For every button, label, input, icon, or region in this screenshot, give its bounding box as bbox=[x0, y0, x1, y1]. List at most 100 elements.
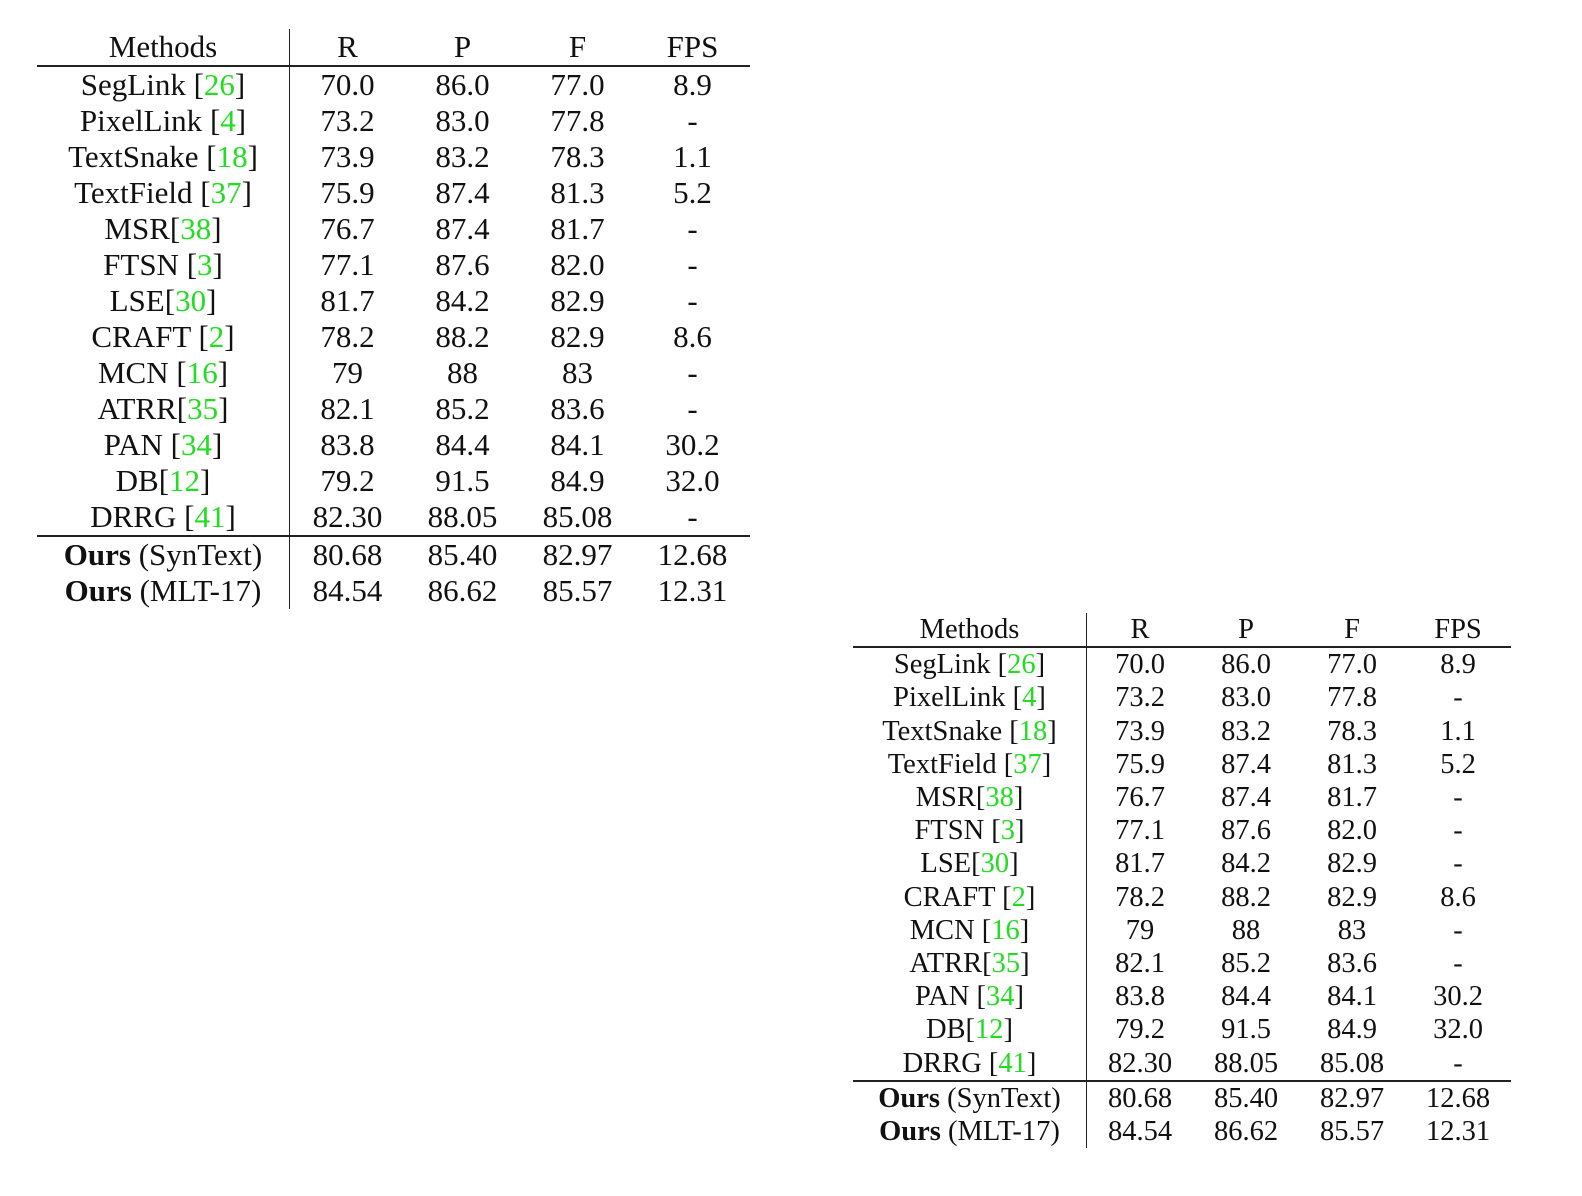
value-p: 87.4 bbox=[435, 211, 490, 246]
results-table-1: Methods R P F FPS SegLink [26] 70.0 86.0 77.0 8.9… bbox=[37, 29, 750, 609]
value-p: 84.2 bbox=[435, 283, 490, 318]
method-spacer bbox=[186, 67, 194, 102]
value-r: 77.1 bbox=[1115, 815, 1165, 847]
value-fps: - bbox=[1453, 782, 1463, 814]
value-f: 83 bbox=[1337, 914, 1367, 946]
citation-link[interactable]: 38 bbox=[985, 782, 1014, 814]
method-cell: DRRG [41] bbox=[37, 499, 290, 536]
value-r: 83.8 bbox=[1115, 981, 1165, 1013]
citation-link[interactable]: 16 bbox=[186, 355, 218, 390]
ref-close-bracket: ] bbox=[206, 283, 217, 318]
table-row: TextSnake [18] 73.9 83.2 78.3 1.1 bbox=[37, 139, 750, 175]
method-cell: MSR[38] bbox=[853, 781, 1087, 815]
value-r: 82.30 bbox=[1107, 1047, 1173, 1079]
citation-link[interactable]: 4 bbox=[1022, 682, 1037, 714]
value-f: 78.3 bbox=[550, 139, 605, 174]
value-r: 76.7 bbox=[1115, 782, 1165, 814]
value-fps: 5.2 bbox=[673, 175, 712, 210]
citation-link[interactable]: 30 bbox=[175, 283, 207, 318]
ref-close-bracket: ] bbox=[241, 175, 252, 210]
value-f: 77.0 bbox=[550, 67, 605, 102]
method-name: FTSN bbox=[914, 815, 985, 847]
method-name: MCN bbox=[909, 914, 975, 946]
citation-link[interactable]: 3 bbox=[1000, 815, 1016, 847]
ours-label: Ours bbox=[878, 1082, 941, 1114]
citation-link[interactable]: 34 bbox=[180, 427, 212, 462]
citation-link[interactable]: 16 bbox=[991, 914, 1020, 946]
value-r: 76.7 bbox=[320, 211, 375, 246]
citation-link[interactable]: 35 bbox=[991, 948, 1021, 980]
citation-link[interactable]: 41 bbox=[194, 499, 226, 534]
citation-link[interactable]: 12 bbox=[975, 1014, 1004, 1046]
citation-link[interactable]: 12 bbox=[169, 463, 201, 498]
value-r: 77.1 bbox=[320, 247, 375, 282]
citation-link[interactable]: 37 bbox=[1013, 748, 1042, 780]
method-cell: FTSN [3] bbox=[37, 247, 290, 283]
table-row: ATRR[35] 82.1 85.2 83.6 - bbox=[853, 947, 1511, 981]
value-r: 70.0 bbox=[320, 67, 375, 102]
value-f: 82.9 bbox=[1327, 848, 1377, 880]
header-f: F bbox=[1299, 613, 1405, 649]
table-row: TextSnake [18] 73.9 83.2 78.3 1.1 bbox=[853, 714, 1511, 748]
ref-open-bracket: [ bbox=[981, 914, 992, 946]
citation-link[interactable]: 34 bbox=[986, 981, 1015, 1013]
citation-link[interactable]: 18 bbox=[216, 139, 248, 174]
method-spacer bbox=[997, 749, 1004, 780]
value-f: 85.08 bbox=[1319, 1047, 1385, 1079]
ref-open-bracket: [ bbox=[1002, 881, 1012, 913]
value-r: 78.2 bbox=[320, 319, 375, 354]
method-cell: PixelLink [4] bbox=[37, 103, 290, 139]
value-fps: 8.9 bbox=[1440, 649, 1476, 681]
value-p: 88.05 bbox=[427, 499, 498, 534]
table-row: PAN [34] 83.8 84.4 84.1 30.2 bbox=[853, 980, 1511, 1014]
citation-link[interactable]: 35 bbox=[187, 391, 219, 426]
ref-close-bracket: ] bbox=[1013, 782, 1024, 814]
value-fps: 30.2 bbox=[1433, 981, 1483, 1013]
citation-link[interactable]: 30 bbox=[980, 848, 1010, 880]
header-r: R bbox=[289, 29, 405, 67]
citation-link[interactable]: 26 bbox=[1007, 649, 1036, 681]
ours-method-cell: Ours (MLT-17) bbox=[853, 1115, 1087, 1149]
value-f: 84.1 bbox=[550, 427, 605, 462]
citation-link[interactable]: 3 bbox=[197, 247, 213, 282]
value-r: 82.30 bbox=[312, 499, 383, 534]
ref-open-bracket: [ bbox=[164, 283, 176, 318]
citation-link[interactable]: 2 bbox=[1011, 881, 1026, 913]
value-fps: 1.1 bbox=[673, 139, 712, 174]
ref-open-bracket: [ bbox=[176, 355, 187, 390]
table-header: Methods R P F FPS bbox=[853, 613, 1511, 649]
method-name: DB bbox=[925, 1014, 966, 1046]
value-p: 84.2 bbox=[1221, 848, 1271, 880]
method-spacer bbox=[202, 103, 210, 138]
value-r: 80.68 bbox=[1086, 1079, 1193, 1116]
citation-link[interactable]: 2 bbox=[208, 319, 225, 354]
citation-link[interactable]: 41 bbox=[998, 1047, 1027, 1079]
ours-method-cell: Ours (MLT-17) bbox=[37, 573, 290, 609]
header-p: P bbox=[405, 29, 520, 67]
citation-link[interactable]: 38 bbox=[180, 211, 212, 246]
value-f: 82.97 bbox=[1299, 1079, 1405, 1116]
value-fps: 12.31 bbox=[657, 573, 728, 608]
value-p: 88.05 bbox=[1213, 1047, 1279, 1079]
ref-close-bracket: ] bbox=[211, 211, 222, 246]
method-cell: SegLink [26] bbox=[37, 66, 290, 103]
value-p: 88 bbox=[447, 355, 478, 390]
table-row: PixelLink [4] 73.2 83.0 77.8 - bbox=[37, 103, 750, 139]
table-row: TextField [37] 75.9 87.4 81.3 5.2 bbox=[853, 747, 1511, 782]
ref-close-bracket: ] bbox=[200, 463, 211, 498]
table-row: TextField [37] 75.9 87.4 81.3 5.2 bbox=[37, 175, 750, 211]
method-cell: LSE[30] bbox=[853, 847, 1087, 881]
citation-link[interactable]: 4 bbox=[220, 103, 236, 138]
citation-link[interactable]: 18 bbox=[1018, 715, 1048, 747]
value-f: 85.57 bbox=[542, 573, 613, 608]
value-fps: - bbox=[687, 211, 698, 246]
value-f: 84.9 bbox=[550, 463, 605, 498]
citation-link[interactable]: 26 bbox=[203, 67, 235, 102]
value-fps: 12.68 bbox=[635, 535, 750, 573]
ref-close-bracket: ] bbox=[225, 499, 236, 534]
value-r: 80.68 bbox=[289, 535, 405, 573]
method-cell: MCN [16] bbox=[37, 355, 290, 391]
value-r: 73.9 bbox=[1115, 715, 1165, 747]
value-f: 82.0 bbox=[550, 247, 605, 282]
citation-link[interactable]: 37 bbox=[210, 175, 242, 210]
